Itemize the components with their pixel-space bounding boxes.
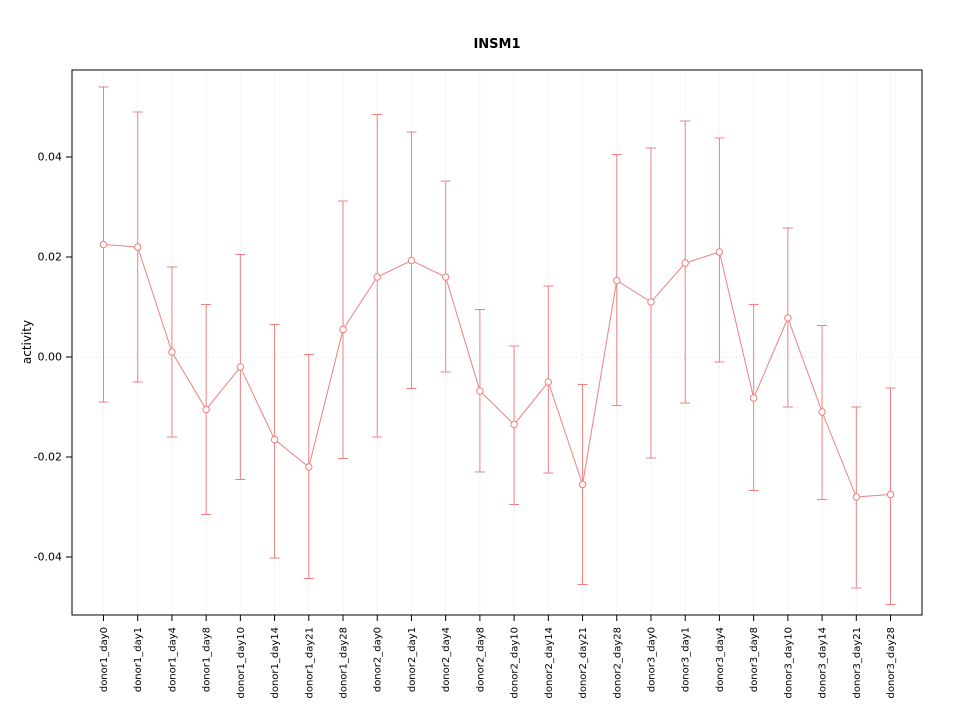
x-tick-label: donor1_day14 [270,627,281,699]
data-point [236,363,245,371]
data-point [613,276,621,285]
x-tick-label: donor3_day1 [681,627,692,692]
data-point [270,435,279,444]
x-tick-label: donor1_day4 [167,627,178,692]
x-tick-label: donor2_day1 [407,627,418,692]
data-point [99,240,108,249]
y-tick-label: -0.04 [34,551,62,564]
data-point [510,420,518,429]
data-point [749,394,758,402]
x-tick-label: donor2_day4 [441,627,452,692]
data-point [202,405,210,414]
x-tick-label: donor3_day10 [783,627,794,699]
x-tick-label: donor2_day21 [578,627,589,699]
data-point [441,273,450,281]
data-point [544,378,553,386]
data-point [305,463,313,471]
x-tick-label: donor3_day14 [818,627,829,699]
x-tick-label: donor2_day28 [612,627,623,699]
data-point [339,325,347,334]
series-line [103,244,891,498]
x-tick-label: donor1_day28 [339,627,350,699]
data-point [134,243,142,251]
x-tick-label: donor2_day8 [475,627,486,692]
x-tick-label: donor1_day8 [202,627,213,692]
y-tick-label: 0.02 [38,251,63,264]
data-point [578,480,587,489]
x-tick-label: donor1_day1 [133,627,144,692]
y-axis-label: activity [20,319,34,365]
x-tick-label: donor3_day8 [749,627,760,692]
x-tick-label: donor1_day10 [236,627,247,699]
x-tick-label: donor1_day21 [304,627,315,699]
y-tick-label: -0.02 [34,451,62,464]
data-point [886,490,895,499]
data-point [476,387,484,395]
x-tick-label: donor3_day0 [646,627,657,692]
x-tick-label: donor3_day28 [886,627,897,699]
x-tick-label: donor2_day14 [544,627,555,699]
data-point [407,256,416,265]
data-point [168,348,176,356]
data-point [715,248,724,256]
x-tick-label: donor3_day4 [715,627,726,692]
data-point [852,493,860,501]
x-tick-label: donor2_day0 [373,627,384,692]
data-point [373,273,381,281]
data-point [681,259,689,267]
x-tick-label: donor3_day21 [852,627,863,699]
y-tick-label: 0.00 [38,351,63,364]
data-point [647,298,655,306]
x-tick-label: donor2_day10 [510,627,521,699]
plot-border [71,69,923,616]
data-point [784,314,792,322]
y-tick-label: 0.04 [38,151,63,164]
chart-title: INSM1 [473,37,521,52]
data-point [818,408,826,416]
x-tick-label: donor1_day0 [99,627,110,692]
